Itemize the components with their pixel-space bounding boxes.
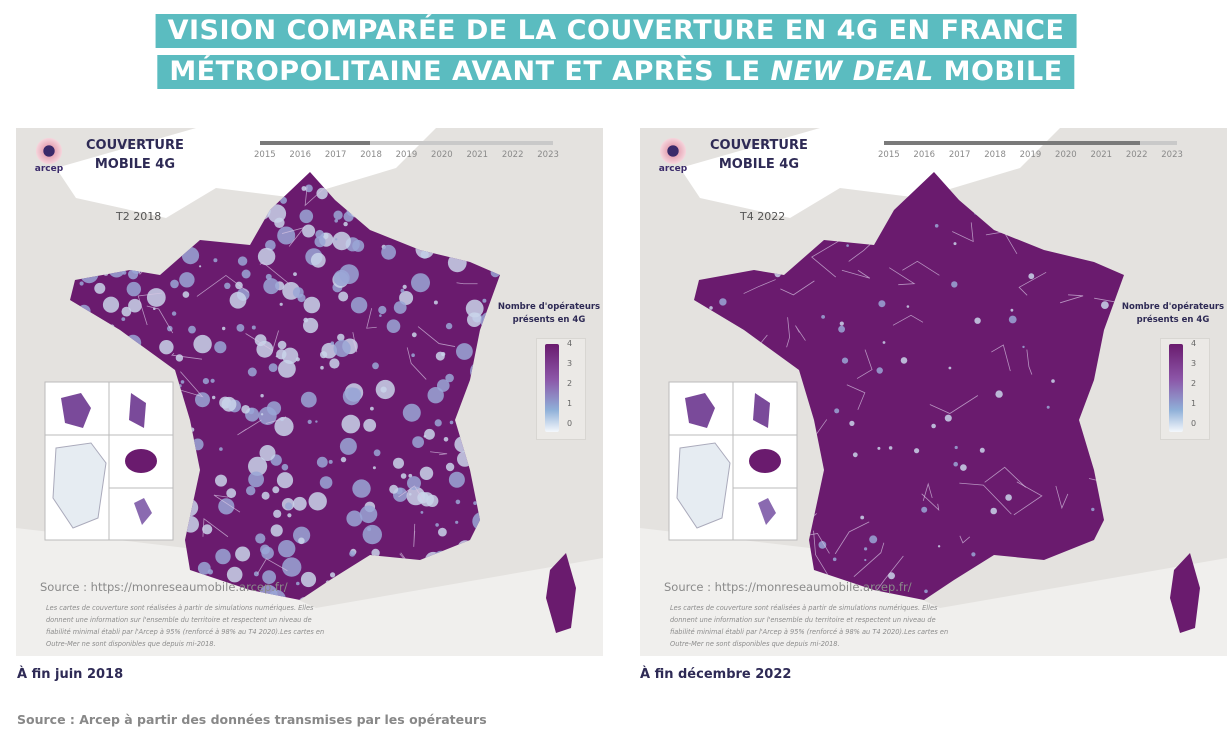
france-map xyxy=(640,128,1227,656)
legend-title: Nombre d'opérateurs présents en 4G xyxy=(1121,302,1225,325)
sea xyxy=(640,528,1227,656)
arcep-logo: arcep xyxy=(652,138,694,180)
france-map xyxy=(16,128,603,656)
map-source: Source : https://monreseaumobile.arcep.f… xyxy=(664,580,912,594)
source-note: Source : Arcep à partir des données tran… xyxy=(17,712,487,727)
sea xyxy=(56,128,436,218)
legend-label: 4 xyxy=(1191,339,1197,348)
legend-label: 1 xyxy=(1191,399,1197,408)
timeline: 2015 2016 2017 2018 2019 2020 2021 2022 2023 xyxy=(254,141,559,160)
legend: 4 3 2 1 0 xyxy=(1160,338,1210,440)
timeline-year: 2021 xyxy=(466,150,489,160)
timeline-year: 2015 xyxy=(878,150,900,160)
legend-gradient xyxy=(545,344,559,432)
legend-label: 0 xyxy=(567,419,573,428)
timeline-year: 2016 xyxy=(913,150,936,160)
title-text: MOBILE xyxy=(933,56,1063,87)
legend-label: 3 xyxy=(567,359,573,368)
legend-label: 0 xyxy=(1191,419,1197,428)
map-note: Les cartes de couverture sont réalisées … xyxy=(46,604,325,648)
timeline-year: 2018 xyxy=(984,150,1006,160)
legend-gradient xyxy=(1169,344,1183,432)
title-italic: NEW DEAL xyxy=(770,56,934,87)
timeline-year: 2020 xyxy=(1055,150,1077,160)
timeline-year: 2016 xyxy=(289,150,312,160)
legend-label: 4 xyxy=(567,339,573,348)
map-title: COUVERTURE MOBILE 4G xyxy=(710,138,808,172)
timeline-year: 2015 xyxy=(254,150,276,160)
timeline-year: 2019 xyxy=(395,150,418,160)
legend-label: 2 xyxy=(567,379,573,388)
sea xyxy=(680,128,1060,218)
timeline: 2015 2016 2017 2018 2019 2020 2021 2022 2023 xyxy=(878,141,1183,160)
period-label: T2 2018 xyxy=(116,210,162,223)
coverage-map-1: arcep COUVERTURE MOBILE 4G 2015 2016 2017 20… xyxy=(640,128,1227,656)
timeline-year: 2022 xyxy=(1125,150,1148,160)
timeline-year: 2023 xyxy=(537,150,559,160)
title-line-2: MÉTROPOLITAINE AVANT ET APRÈS LE NEW DEA… xyxy=(157,55,1075,89)
arcep-logo: arcep xyxy=(28,138,70,180)
timeline-year: 2023 xyxy=(1161,150,1183,160)
map-title: COUVERTURE MOBILE 4G xyxy=(86,138,184,172)
timeline-year: 2017 xyxy=(324,150,347,160)
map-caption: À fin juin 2018 xyxy=(17,667,124,682)
timeline-year: 2019 xyxy=(1019,150,1042,160)
map-source: Source : https://monreseaumobile.arcep.f… xyxy=(40,580,288,594)
legend: 4 3 2 1 0 xyxy=(536,338,586,440)
sea xyxy=(16,528,603,656)
map-note: Les cartes de couverture sont réalisées … xyxy=(670,604,949,648)
timeline-year: 2021 xyxy=(1090,150,1113,160)
period-label: T4 2022 xyxy=(740,210,786,223)
legend-label: 3 xyxy=(1191,359,1197,368)
legend-label: 1 xyxy=(567,399,573,408)
timeline-year: 2022 xyxy=(501,150,524,160)
timeline-progress xyxy=(884,141,1141,145)
overseas-insets xyxy=(668,381,798,541)
legend-title: Nombre d'opérateurs présents en 4G xyxy=(497,302,601,325)
timeline-progress xyxy=(260,141,370,145)
overseas-insets xyxy=(44,381,174,541)
title-line-1: VISION COMPARÉE DE LA COUVERTURE EN 4G E… xyxy=(155,14,1077,48)
legend-label: 2 xyxy=(1191,379,1197,388)
timeline-year: 2018 xyxy=(360,150,382,160)
title-text: MÉTROPOLITAINE AVANT ET APRÈS LE xyxy=(169,56,771,87)
coverage-map-0: arcep COUVERTURE MOBILE 4G 2015 2016 2017 20… xyxy=(16,128,603,656)
map-caption: À fin décembre 2022 xyxy=(640,667,792,682)
timeline-year: 2017 xyxy=(948,150,971,160)
timeline-year: 2020 xyxy=(431,150,453,160)
